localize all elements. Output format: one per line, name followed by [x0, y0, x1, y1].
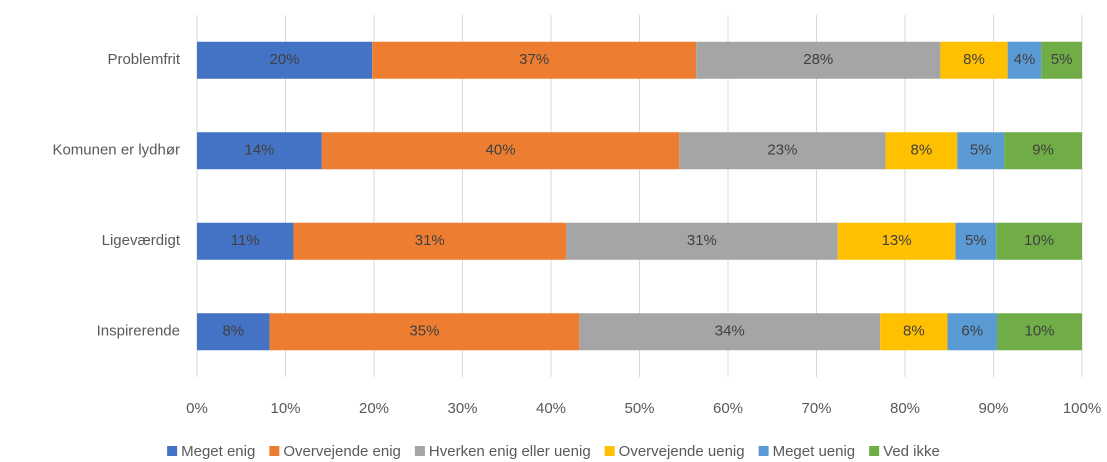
value-label: 8%: [911, 142, 933, 159]
value-label: 5%: [965, 232, 987, 249]
value-label: 8%: [903, 323, 925, 340]
bar-segment: [940, 41, 1008, 79]
value-label: 20%: [270, 51, 300, 68]
legend-swatch: [758, 446, 769, 456]
legend-label: Overvejende uenig: [619, 443, 745, 460]
legend-swatch: [604, 446, 615, 456]
bar-segment: [293, 222, 567, 260]
value-label: 5%: [970, 142, 992, 159]
value-label: 5%: [1051, 51, 1073, 68]
y-tick-label: Komunen er lydhør: [52, 142, 180, 159]
value-label: 37%: [519, 51, 549, 68]
x-tick-label: 90%: [978, 400, 1008, 417]
value-label: 31%: [415, 232, 445, 249]
legend-swatch: [167, 446, 178, 456]
value-label: 4%: [1014, 51, 1036, 68]
bar-segment: [957, 132, 1005, 170]
bar-segment: [885, 132, 958, 170]
bar-segment: [579, 313, 881, 351]
x-tick-label: 70%: [801, 400, 831, 417]
legend-label: Hverken enig eller uenig: [429, 443, 591, 460]
y-tick-label: Inspirerende: [97, 323, 180, 340]
legend-label: Meget uenig: [773, 443, 856, 460]
bar-segment: [679, 132, 886, 170]
value-label: 35%: [409, 323, 439, 340]
value-label: 10%: [1024, 232, 1054, 249]
value-label: 13%: [882, 232, 912, 249]
x-tick-label: 30%: [447, 400, 477, 417]
bar-segment: [1004, 132, 1082, 170]
bar-segment: [197, 132, 322, 170]
legend-swatch: [269, 446, 280, 456]
bar-segment: [197, 313, 270, 351]
bar-segment: [321, 132, 680, 170]
bar-segment: [1007, 41, 1042, 79]
bar-segment: [996, 222, 1082, 260]
bar-segment: [837, 222, 956, 260]
x-tick-label: 40%: [536, 400, 566, 417]
value-label: 10%: [1025, 323, 1055, 340]
bar-segment: [997, 313, 1082, 351]
x-tick-label: 80%: [890, 400, 920, 417]
x-tick-label: 50%: [624, 400, 654, 417]
bar-segment: [1041, 41, 1082, 79]
bar-segment: [197, 222, 294, 260]
bar-segment: [566, 222, 838, 260]
legend-swatch: [869, 446, 880, 456]
x-tick-label: 60%: [713, 400, 743, 417]
value-label: 6%: [961, 323, 983, 340]
value-label: 11%: [231, 232, 260, 249]
legend-label: Meget enig: [181, 443, 255, 460]
legend-label: Overvejende enig: [283, 443, 401, 460]
value-label: 40%: [486, 142, 516, 159]
bar-segment: [197, 41, 373, 79]
x-tick-label: 10%: [270, 400, 300, 417]
value-label: 9%: [1032, 142, 1054, 159]
bar-segment: [955, 222, 997, 260]
bar-segment: [269, 313, 580, 351]
value-label: 8%: [963, 51, 985, 68]
bar-segment: [947, 313, 998, 351]
value-label: 34%: [715, 323, 745, 340]
x-tick-label: 0%: [186, 400, 208, 417]
value-label: 31%: [687, 232, 717, 249]
bar-segment: [372, 41, 697, 79]
value-label: 14%: [244, 142, 274, 159]
bar-segment: [696, 41, 941, 79]
y-tick-label: Problemfrit: [107, 51, 180, 68]
x-tick-label: 20%: [359, 400, 389, 417]
value-label: 8%: [222, 323, 244, 340]
x-tick-label: 100%: [1063, 400, 1101, 417]
legend-label: Ved ikke: [883, 443, 940, 460]
bar-segment: [880, 313, 948, 351]
legend-swatch: [414, 446, 425, 456]
value-label: 23%: [767, 142, 797, 159]
value-label: 28%: [803, 51, 833, 68]
y-tick-label: Ligeværdigt: [102, 232, 181, 249]
